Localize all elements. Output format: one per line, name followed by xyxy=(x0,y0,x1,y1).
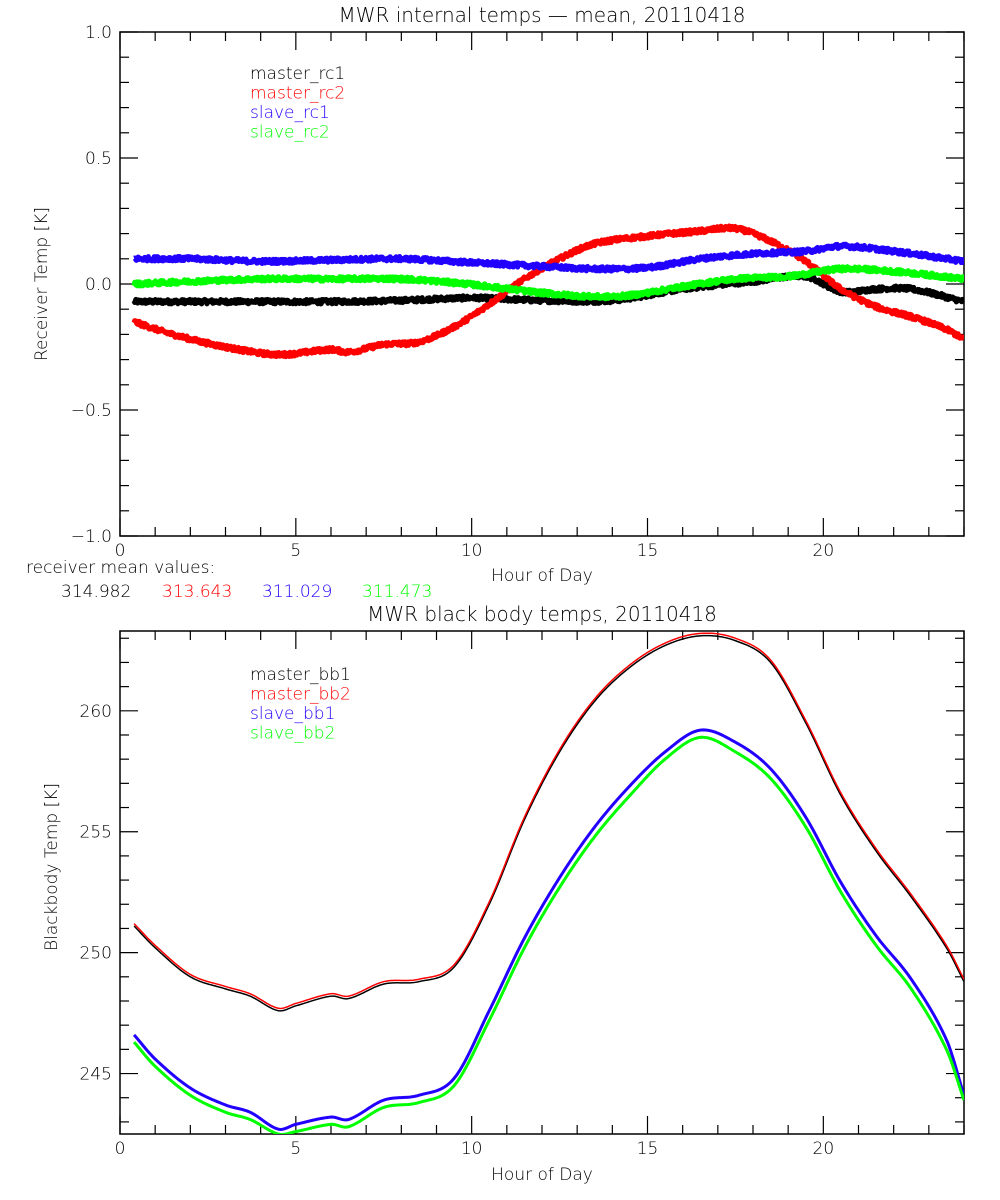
legend-entry: slave_bb1 xyxy=(250,704,335,724)
legend-entry: slave_rc2 xyxy=(250,123,330,143)
y-tick-label: −0.5 xyxy=(71,401,112,421)
y-tick-label: 0.5 xyxy=(85,149,112,169)
chart-title: MWR black body temps, 20110418 xyxy=(367,602,717,626)
series-line-master-rc1 xyxy=(131,271,964,307)
receiver-mean-label: receiver mean values: xyxy=(26,558,215,578)
series-line-slave-bb1 xyxy=(132,728,964,1131)
y-tick-label: 255 xyxy=(80,823,112,843)
series-line-master-bb2 xyxy=(133,632,964,1010)
legend-entry: master_rc2 xyxy=(250,84,345,104)
x-tick-label: 20 xyxy=(813,541,835,561)
blackbody-temp-chart: MWR black body temps, 20110418 Hour of D… xyxy=(42,602,965,1185)
plot-frame xyxy=(119,630,965,1135)
x-tick-label: 15 xyxy=(637,541,659,561)
x-tick-label: 15 xyxy=(637,1139,659,1159)
receiver-mean-values: receiver mean values: 314.982 313.643 31… xyxy=(26,558,432,602)
x-tick-label: 5 xyxy=(290,1139,301,1159)
receiver-mean-value: 314.982 xyxy=(61,582,131,602)
y-tick-label: 250 xyxy=(80,944,112,964)
receiver-temp-chart: MWR internal temps — mean, 20110418 Hour… xyxy=(32,3,965,586)
y-tick-label: 1.0 xyxy=(85,23,112,43)
x-tick-label: 10 xyxy=(461,1139,483,1159)
y-tick-label: −1.0 xyxy=(71,527,112,547)
legend-entry: slave_rc1 xyxy=(250,103,330,123)
receiver-mean-value: 311.029 xyxy=(262,582,332,602)
x-axis-label: Hour of Day xyxy=(491,1165,593,1185)
y-axis-label: Receiver Temp [K] xyxy=(32,207,52,361)
x-tick-label: 5 xyxy=(290,541,301,561)
y-axis-label: Blackbody Temp [K] xyxy=(42,783,62,951)
series-line-slave-rc1 xyxy=(132,241,964,274)
series-line-slave-rc2 xyxy=(131,264,964,302)
x-tick-label: 0 xyxy=(115,1139,126,1159)
receiver-mean-value: 313.643 xyxy=(162,582,232,602)
legend-entry: master_rc1 xyxy=(250,64,345,84)
y-tick-label: 260 xyxy=(80,702,112,722)
x-tick-label: 20 xyxy=(813,1139,835,1159)
series-line-slave-bb2 xyxy=(132,735,964,1134)
legend-entry: master_bb1 xyxy=(250,665,351,685)
series-line-master-rc2 xyxy=(131,223,964,360)
series-line-master-bb1 xyxy=(133,634,964,1012)
y-tick-label: 0.0 xyxy=(85,275,112,295)
legend-entry: master_bb2 xyxy=(250,685,351,705)
legend-entry: slave_bb2 xyxy=(250,724,335,744)
chart-title: MWR internal temps — mean, 20110418 xyxy=(338,3,745,27)
x-tick-label: 10 xyxy=(461,541,483,561)
y-tick-label: 245 xyxy=(80,1065,112,1085)
receiver-mean-value: 311.473 xyxy=(362,582,432,602)
x-tick-label: 0 xyxy=(115,541,126,561)
x-axis-label: Hour of Day xyxy=(491,566,593,586)
